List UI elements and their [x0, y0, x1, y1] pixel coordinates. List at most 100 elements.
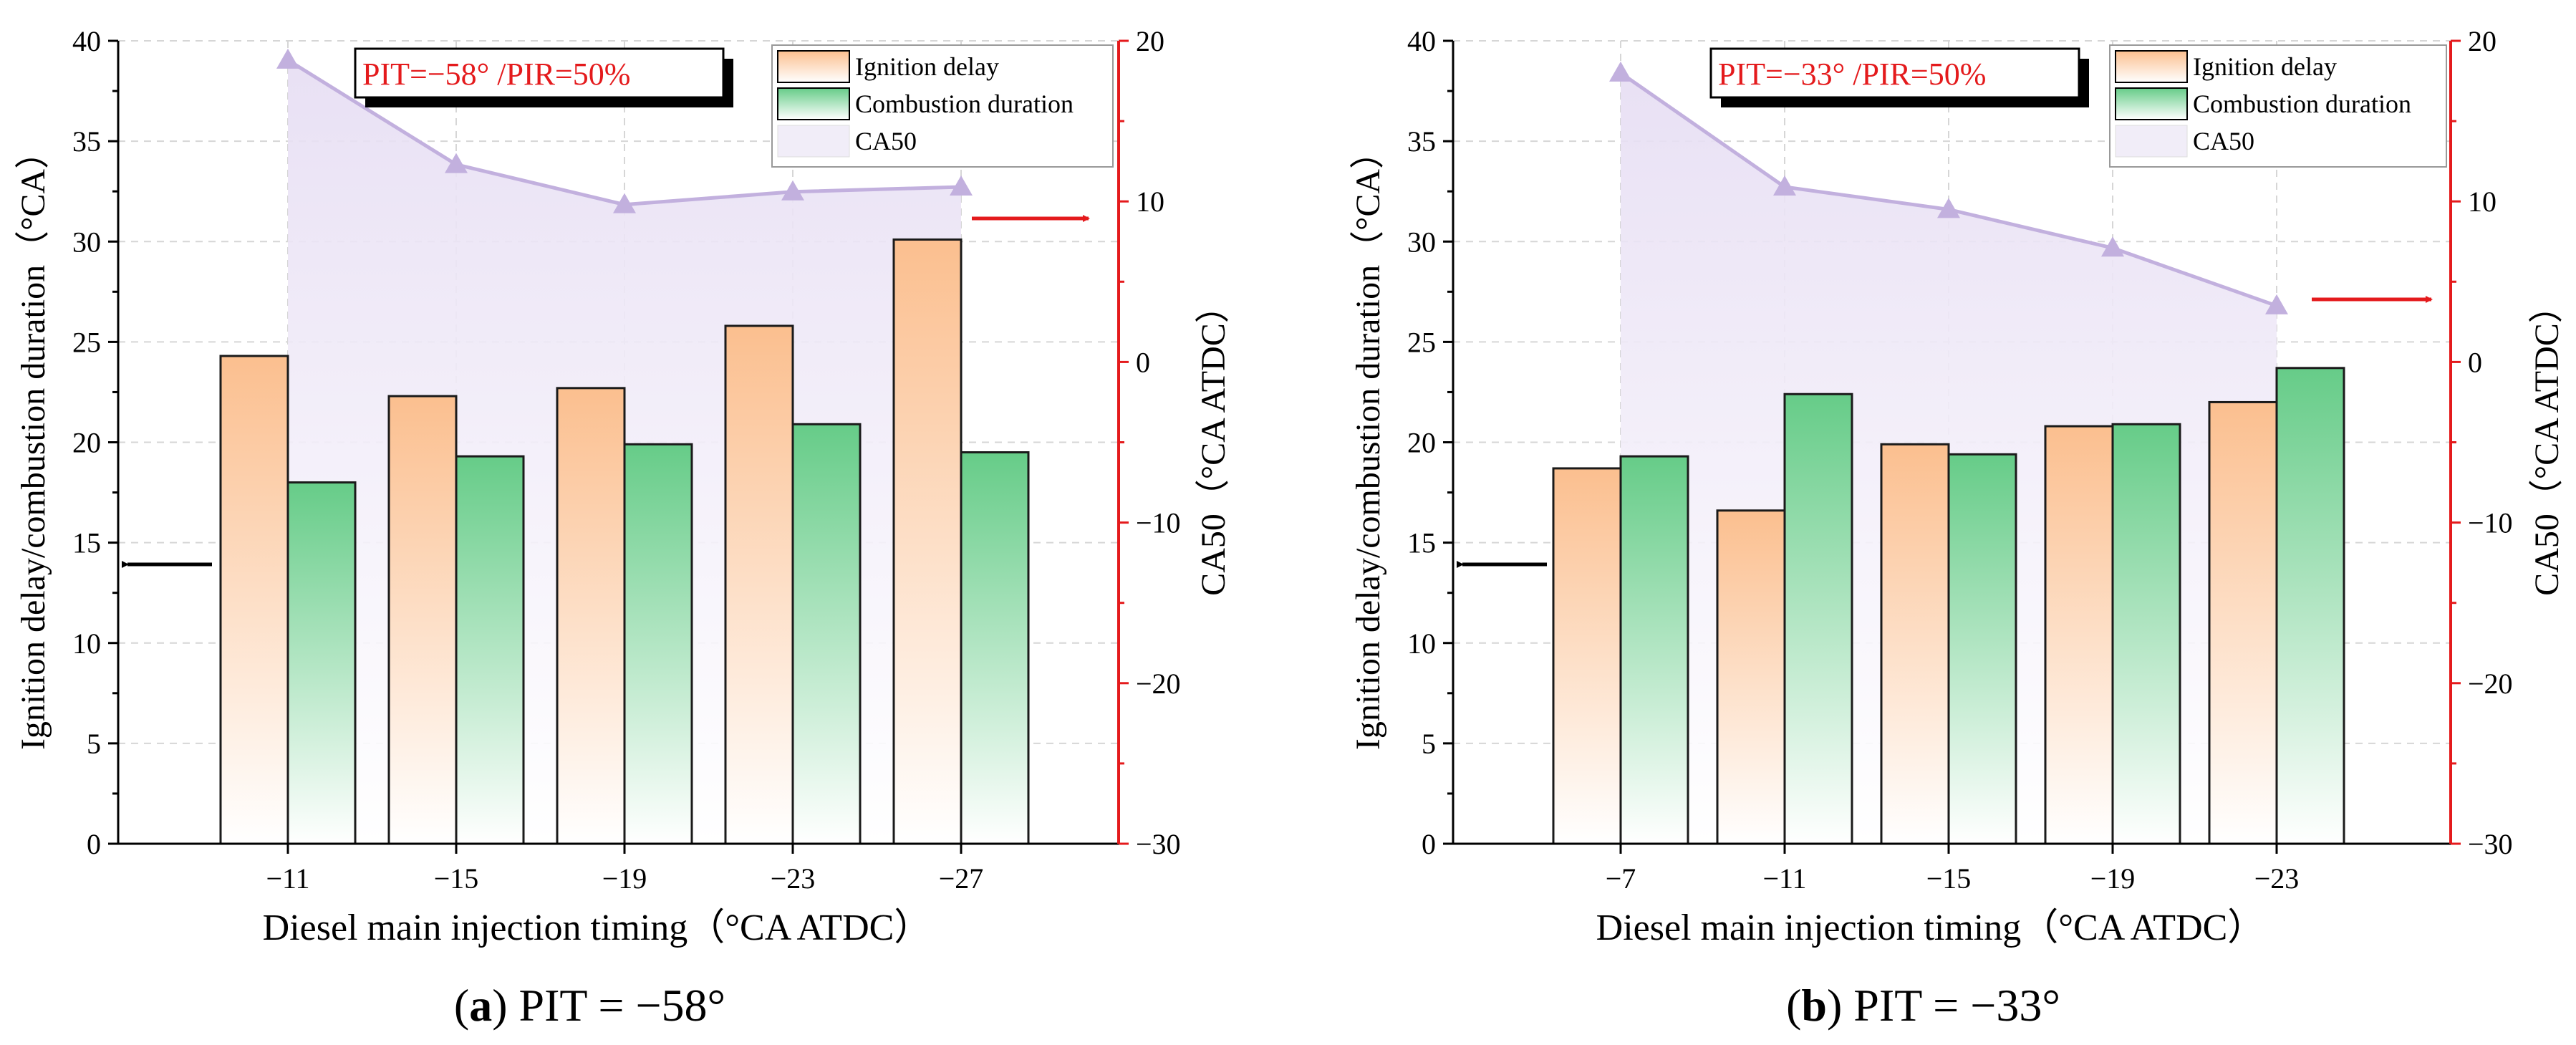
- legend-swatch-ignition: [2115, 50, 2188, 83]
- bar-combustion-duration: [286, 481, 357, 845]
- x-tick-label: −11: [1762, 862, 1806, 895]
- caption-close-paren: ): [492, 980, 518, 1031]
- caption-open-paren: (: [1786, 980, 1801, 1031]
- y-tick-label: 40: [72, 25, 101, 57]
- legend-label-ca50: CA50: [855, 127, 917, 155]
- bar-ignition-delay: [892, 238, 963, 845]
- y2-tick-label: 0: [2468, 346, 2482, 378]
- ca50-point: [276, 48, 299, 69]
- bar-ignition-delay: [1552, 467, 1622, 845]
- bar-combustion-duration: [960, 451, 1030, 845]
- x-axis-label: Diesel main injection timing（°CA ATDC）: [263, 907, 932, 948]
- caption-panel-letter: b: [1801, 980, 1827, 1031]
- bar-combustion-duration: [791, 423, 862, 845]
- panel-caption: (b) PIT = −33°: [1786, 980, 2060, 1031]
- y-tick-label: 5: [87, 728, 101, 760]
- ca50-point: [1609, 61, 1632, 82]
- panel-caption: (a) PIT = −58°: [454, 980, 725, 1031]
- y-tick-label: 40: [1407, 25, 1436, 57]
- legend-swatch-ca50: [2115, 125, 2188, 158]
- legend: Ignition delay Combustion duration CA50: [771, 44, 1114, 168]
- bar-ignition-delay: [387, 395, 458, 845]
- axes: 0 5 10 15 20 25 30 35 40 −30 −20 −10 0 10 20 −11 −15 −19 −…: [72, 25, 1181, 895]
- y2-tick-label: −20: [2468, 668, 2513, 700]
- y-tick-label: 20: [72, 427, 101, 459]
- bar-ignition-delay: [2208, 400, 2278, 845]
- ca50-point: [2101, 236, 2124, 257]
- x-tick-label: −15: [1926, 862, 1972, 895]
- annotation-text: PIT=−58° /PIR=50%: [362, 57, 630, 92]
- y2-tick-label: −10: [1136, 507, 1181, 539]
- legend-swatch-ignition: [777, 50, 850, 83]
- panel-a: 0 5 10 15 20 25 30 35 40 −30 −20 −10 0 10 20 −11 −15 −19 −…: [14, 25, 1232, 1031]
- y-tick-label: 5: [1422, 728, 1436, 760]
- legend-label-ignition: Ignition delay: [2193, 52, 2337, 81]
- legend-label-combustion: Combustion duration: [2193, 90, 2411, 118]
- legend-swatch-ca50: [777, 125, 850, 158]
- annotation-rect: [354, 47, 725, 99]
- x-tick-label: −7: [1606, 862, 1636, 895]
- y-axis-label: Ignition delay/combustion duration（°CA）: [1349, 135, 1387, 750]
- legend: Ignition delay Combustion duration CA50: [2109, 44, 2447, 168]
- caption-close-paren: ): [1827, 980, 1853, 1031]
- ca50-line: [1609, 61, 2288, 314]
- y-tick-label: 30: [1407, 226, 1436, 258]
- bar-combustion-duration: [1619, 455, 1689, 845]
- caption-panel-letter: a: [469, 980, 492, 1031]
- y-tick-label: 35: [72, 125, 101, 158]
- legend-swatch-combustion: [777, 87, 850, 120]
- x-tick-label: −19: [602, 862, 647, 895]
- x-tick-label: −23: [771, 862, 816, 895]
- x-tick-label: −11: [266, 862, 309, 895]
- legend-label-combustion: Combustion duration: [855, 90, 1074, 118]
- bar-combustion-duration: [2111, 423, 2181, 845]
- y2-tick-label: 10: [2468, 186, 2497, 218]
- y-tick-label: 0: [1422, 828, 1436, 860]
- ca50-point: [613, 193, 636, 213]
- y-tick-label: 10: [1407, 627, 1436, 660]
- y2-tick-label: 10: [1136, 186, 1164, 218]
- ca50-point: [781, 180, 804, 201]
- y-tick-label: 25: [72, 326, 101, 358]
- y2-tick-label: −10: [2468, 507, 2513, 539]
- y2-tick-label: 20: [2468, 25, 2497, 57]
- y-axis-label: Ignition delay/combustion duration（°CA）: [14, 135, 52, 750]
- y2-tick-label: 0: [1136, 346, 1150, 378]
- bar-combustion-duration: [1783, 393, 1853, 845]
- ca50-point: [1937, 198, 1960, 218]
- caption-open-paren: (: [454, 980, 469, 1031]
- annotation-rect: [1709, 47, 2080, 99]
- bar-combustion-duration: [455, 455, 525, 845]
- y2-tick-label: −30: [1136, 828, 1181, 860]
- bars: [219, 238, 1030, 845]
- bar-ignition-delay: [1880, 443, 1950, 845]
- bar-ignition-delay: [724, 324, 794, 845]
- x-axis-label: Diesel main injection timing（°CA ATDC）: [1596, 907, 2265, 948]
- y-tick-label: 35: [1407, 125, 1436, 158]
- bar-ignition-delay: [219, 355, 289, 845]
- y2-tick-label: −20: [1136, 668, 1181, 700]
- bars: [1552, 367, 2345, 845]
- caption-text: PIT = −58°: [519, 980, 726, 1031]
- annotation-text: PIT=−33° /PIR=50%: [1718, 57, 1986, 92]
- y-tick-label: 30: [72, 226, 101, 258]
- y-tick-label: 0: [87, 828, 101, 860]
- annotation-box: PIT=−33° /PIR=50%: [1709, 47, 2089, 107]
- x-tick-label: −27: [939, 862, 984, 895]
- y-tick-label: 15: [72, 527, 101, 559]
- axes: 0 5 10 15 20 25 30 35 40 −30 −20 −10 0 10 20 −7 −11 −15 −1…: [1407, 25, 2513, 895]
- y-tick-label: 20: [1407, 427, 1436, 459]
- ca50-point: [1773, 175, 1796, 196]
- legend-label-ignition: Ignition delay: [855, 52, 999, 81]
- legend-label-ca50: CA50: [2193, 127, 2254, 155]
- bar-ignition-delay: [1716, 509, 1786, 845]
- y-tick-label: 10: [72, 627, 101, 660]
- y-tick-label: 25: [1407, 326, 1436, 358]
- ca50-line: [276, 48, 973, 213]
- bar-combustion-duration: [623, 443, 693, 845]
- bar-ignition-delay: [556, 387, 626, 845]
- x-tick-label: −19: [2090, 862, 2136, 895]
- bar-ignition-delay: [2044, 425, 2114, 845]
- y2-tick-label: −30: [2468, 828, 2513, 860]
